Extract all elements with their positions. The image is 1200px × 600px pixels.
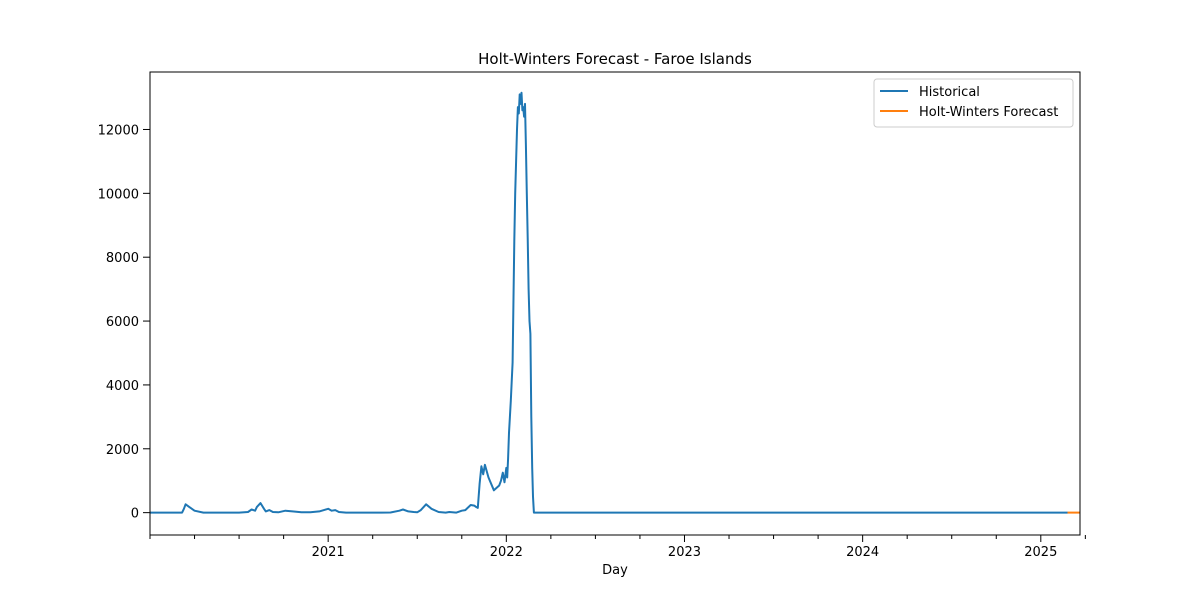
y-tick-label: 10000 xyxy=(98,187,139,202)
legend-label-historical: Historical xyxy=(919,85,980,100)
y-tick-label: 12000 xyxy=(98,123,139,138)
legend-label-forecast: Holt-Winters Forecast xyxy=(919,105,1058,120)
y-tick-label: 0 xyxy=(131,507,139,522)
series-line-historical xyxy=(150,91,1068,514)
plot-lines xyxy=(150,91,1080,514)
x-axis-label: Day xyxy=(602,563,628,578)
x-tick-label: 2022 xyxy=(490,545,523,560)
plot-area xyxy=(150,72,1080,535)
y-tick-label: 6000 xyxy=(106,315,139,330)
chart-title: Holt-Winters Forecast - Faroe Islands xyxy=(478,50,752,68)
x-axis: 2021 2022 2023 2024 2025 xyxy=(149,535,1086,560)
y-tick-label: 4000 xyxy=(106,379,139,394)
plot-frame xyxy=(149,71,1081,536)
x-tick-label: 2021 xyxy=(312,545,345,560)
y-tick-label: 8000 xyxy=(106,251,139,266)
x-tick-label: 2023 xyxy=(668,545,701,560)
legend: Historical Holt-Winters Forecast xyxy=(873,78,1074,128)
y-axis: 0 2000 4000 6000 8000 10000 12000 xyxy=(98,123,150,522)
y-tick-label: 2000 xyxy=(106,443,139,458)
legend-frame xyxy=(873,78,1074,128)
x-tick-label: 2025 xyxy=(1024,545,1057,560)
x-tick-label: 2024 xyxy=(846,545,879,560)
